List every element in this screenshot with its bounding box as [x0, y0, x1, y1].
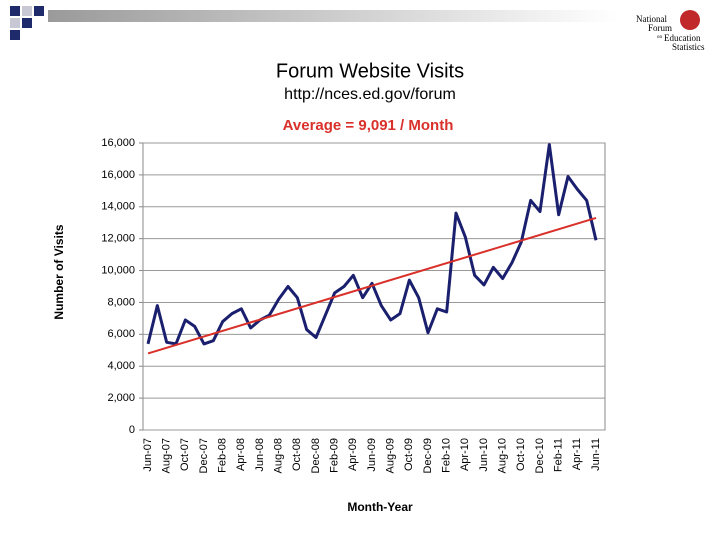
chart-title: Forum Website Visits: [276, 60, 464, 82]
x-tick-label: Aug-08: [273, 438, 285, 473]
x-tick-label: Dec-07: [198, 438, 210, 473]
x-tick-label: Apr-08: [235, 438, 247, 471]
x-tick-label: Jun-10: [478, 438, 490, 472]
y-tick-label: 10,000: [101, 264, 135, 276]
header-bar: [48, 10, 618, 22]
x-tick-label: Aug-09: [385, 438, 397, 473]
y-tick-label: 14,000: [101, 201, 135, 213]
trend-line: [147, 216, 597, 355]
x-tick-label: Jun-11: [590, 438, 602, 471]
y-tick-label: 16,000: [101, 137, 135, 149]
logo: National Forum on Education Statistics: [636, 14, 705, 52]
x-tick-label: Dec-10: [534, 438, 546, 473]
x-tick-label: Apr-09: [347, 438, 359, 471]
y-tick-label: 8,000: [107, 296, 135, 308]
x-tick-label: Apr-10: [459, 438, 471, 471]
x-tick-label: Dec-09: [422, 438, 434, 473]
x-axis-title: Month-Year: [347, 500, 413, 514]
chart-subtitle: http://nces.ed.gov/forum: [284, 86, 456, 103]
y-tick-label: 16,000: [101, 169, 135, 181]
data-line: [146, 143, 598, 346]
x-tick-label: Jun-09: [366, 438, 378, 472]
x-tick-label: Jun-07: [142, 438, 154, 472]
x-tick-label: Feb-09: [329, 438, 341, 473]
x-tick-label: Oct-10: [515, 438, 527, 471]
x-tick-label: Jun-08: [254, 438, 266, 472]
y-tick-label: 12,000: [101, 233, 135, 245]
logo-text: National: [636, 14, 667, 24]
y-tick-label: 6,000: [107, 328, 135, 340]
x-tick-label: Apr-11: [571, 438, 583, 470]
x-tick-label: Feb-08: [217, 438, 229, 473]
annotation: Average = 9,091 / Month: [283, 117, 454, 134]
corner-squares: [10, 6, 44, 40]
logo-icon: [680, 10, 700, 30]
x-tick-label: Aug-10: [497, 438, 509, 473]
y-tick-label: 2,000: [107, 392, 135, 404]
logo-text: on: [657, 35, 663, 40]
y-axis-title: Number of Visits: [52, 224, 66, 319]
x-tick-label: Dec-08: [310, 438, 322, 473]
x-tick-label: Aug-07: [161, 438, 173, 473]
x-tick-label: Feb-11: [553, 438, 565, 472]
y-tick-label: 0: [129, 424, 135, 436]
logo-text: Forum: [648, 23, 672, 33]
x-tick-label: Oct-09: [403, 438, 415, 471]
x-tick-label: Oct-08: [291, 438, 303, 471]
logo-text: Education: [664, 33, 701, 43]
logo-text: Statistics: [672, 42, 705, 52]
x-tick-label: Oct-07: [179, 438, 191, 471]
x-tick-label: Feb-10: [441, 438, 453, 473]
y-tick-label: 4,000: [107, 360, 135, 372]
